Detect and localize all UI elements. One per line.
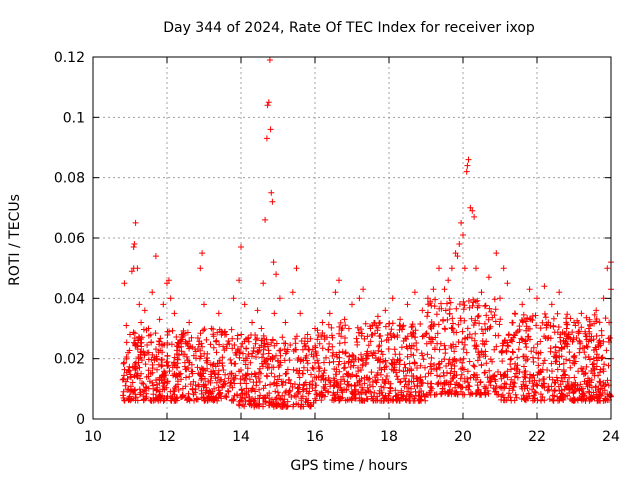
y-tick-label: 0.04 [54,291,85,307]
x-axis-label: GPS time / hours [290,458,407,474]
y-tick-label: 0.1 [63,110,85,126]
y-tick-label: 0 [76,412,85,428]
x-tick-label: 18 [380,429,398,445]
x-tick-label: 22 [528,429,546,445]
y-axis-ticks: 0 0.02 0.04 0.06 0.08 0.1 0.12 [54,50,611,428]
x-axis-ticks: 10 12 14 16 18 20 22 24 [84,57,620,445]
x-tick-label: 20 [454,429,472,445]
x-tick-label: 16 [306,429,324,445]
data-points [119,57,614,410]
x-tick-label: 24 [602,429,620,445]
chart-title: Day 344 of 2024, Rate Of TEC Index for r… [163,20,535,36]
x-tick-label: 12 [158,429,176,445]
y-tick-label: 0.02 [54,352,85,368]
y-tick-label: 0.08 [54,171,85,187]
x-tick-label: 14 [232,429,250,445]
y-tick-label: 0.12 [54,50,85,66]
y-tick-label: 0.06 [54,231,85,247]
roti-point-markers [119,57,614,410]
y-axis-label: ROTI / TECUs [7,194,23,286]
x-tick-label: 10 [84,429,102,445]
